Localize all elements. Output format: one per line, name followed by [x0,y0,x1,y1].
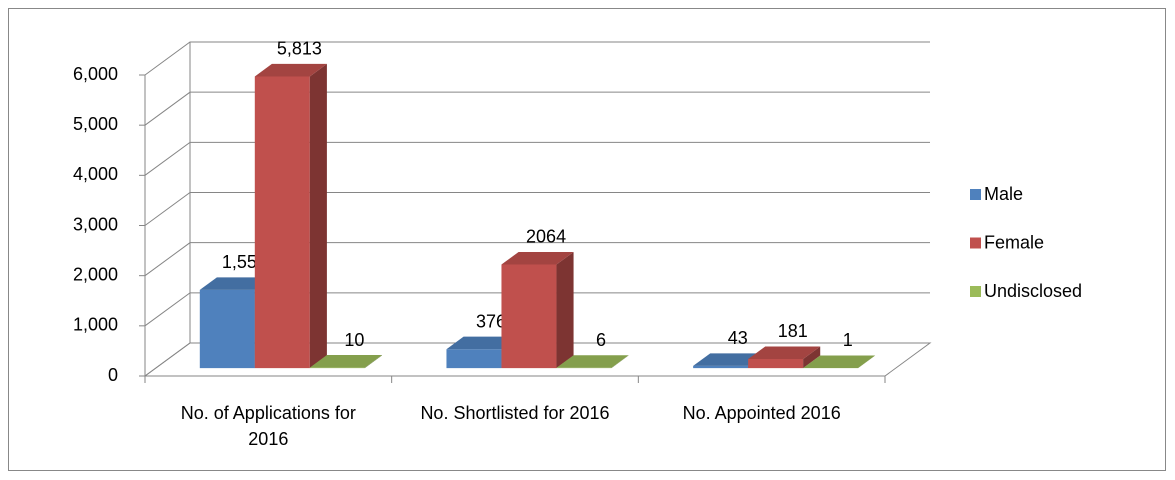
bar-front [693,365,749,369]
bar-front [501,264,557,369]
grid-line [144,41,930,76]
bar [556,355,629,369]
bar-top [199,277,272,290]
data-label: 43 [728,328,748,348]
bar [309,355,382,369]
bar-front [309,367,365,369]
bar-front [254,76,310,369]
y-tick-label: 6,000 [73,64,118,84]
bar-side [364,355,382,369]
data-label: 181 [778,321,808,341]
grid-line [144,141,930,176]
legend-swatch [970,237,981,249]
bar-top [693,353,766,366]
bar-top [309,355,382,368]
data-label: 5,813 [277,39,322,59]
bar [501,251,574,369]
grid-line [144,342,930,377]
data-label: 1 [843,330,853,350]
y-tick-label: 2,000 [73,264,118,284]
bar-top [748,346,821,359]
bar-front [199,289,255,369]
bar [803,355,876,369]
data-label: 376 [476,311,506,331]
y-tick-label: 4,000 [73,164,118,184]
y-tick-label: 1,000 [73,315,118,335]
data-label: 10 [344,330,364,350]
bar-side [556,251,574,369]
legend-swatch [970,189,981,200]
grid-line [144,91,930,126]
y-tick-label: 3,000 [73,214,118,234]
legend-label: Male [984,184,1023,204]
legend-label: Female [984,232,1044,252]
x-tick-label: No. of Applications for 2016 [180,403,356,449]
bar-front [446,349,502,369]
bar-top [446,336,519,350]
legend-label: Undisclosed [984,281,1082,301]
data-label: 2064 [526,227,566,247]
bar-side [309,63,327,369]
x-tick-label: No. Shortlisted for 2016 [420,403,610,423]
bar-top [501,251,574,265]
bar-side [611,355,629,369]
grid-line [144,192,930,226]
bar-front [748,358,804,369]
grid-line [144,292,930,327]
x-tick-label: No. Appointed 2016 [682,403,841,423]
bar [748,346,821,369]
grid-line [144,242,930,277]
bar-side [858,355,876,369]
y-tick-label: 5,000 [73,114,118,134]
bar [254,63,327,369]
bar-top [556,355,629,368]
bar-side [803,346,821,369]
data-label: 6 [596,330,606,350]
bar-top [803,355,876,369]
legend-swatch [970,286,981,297]
y-tick-label: 0 [108,365,118,385]
bar-top [254,63,327,77]
